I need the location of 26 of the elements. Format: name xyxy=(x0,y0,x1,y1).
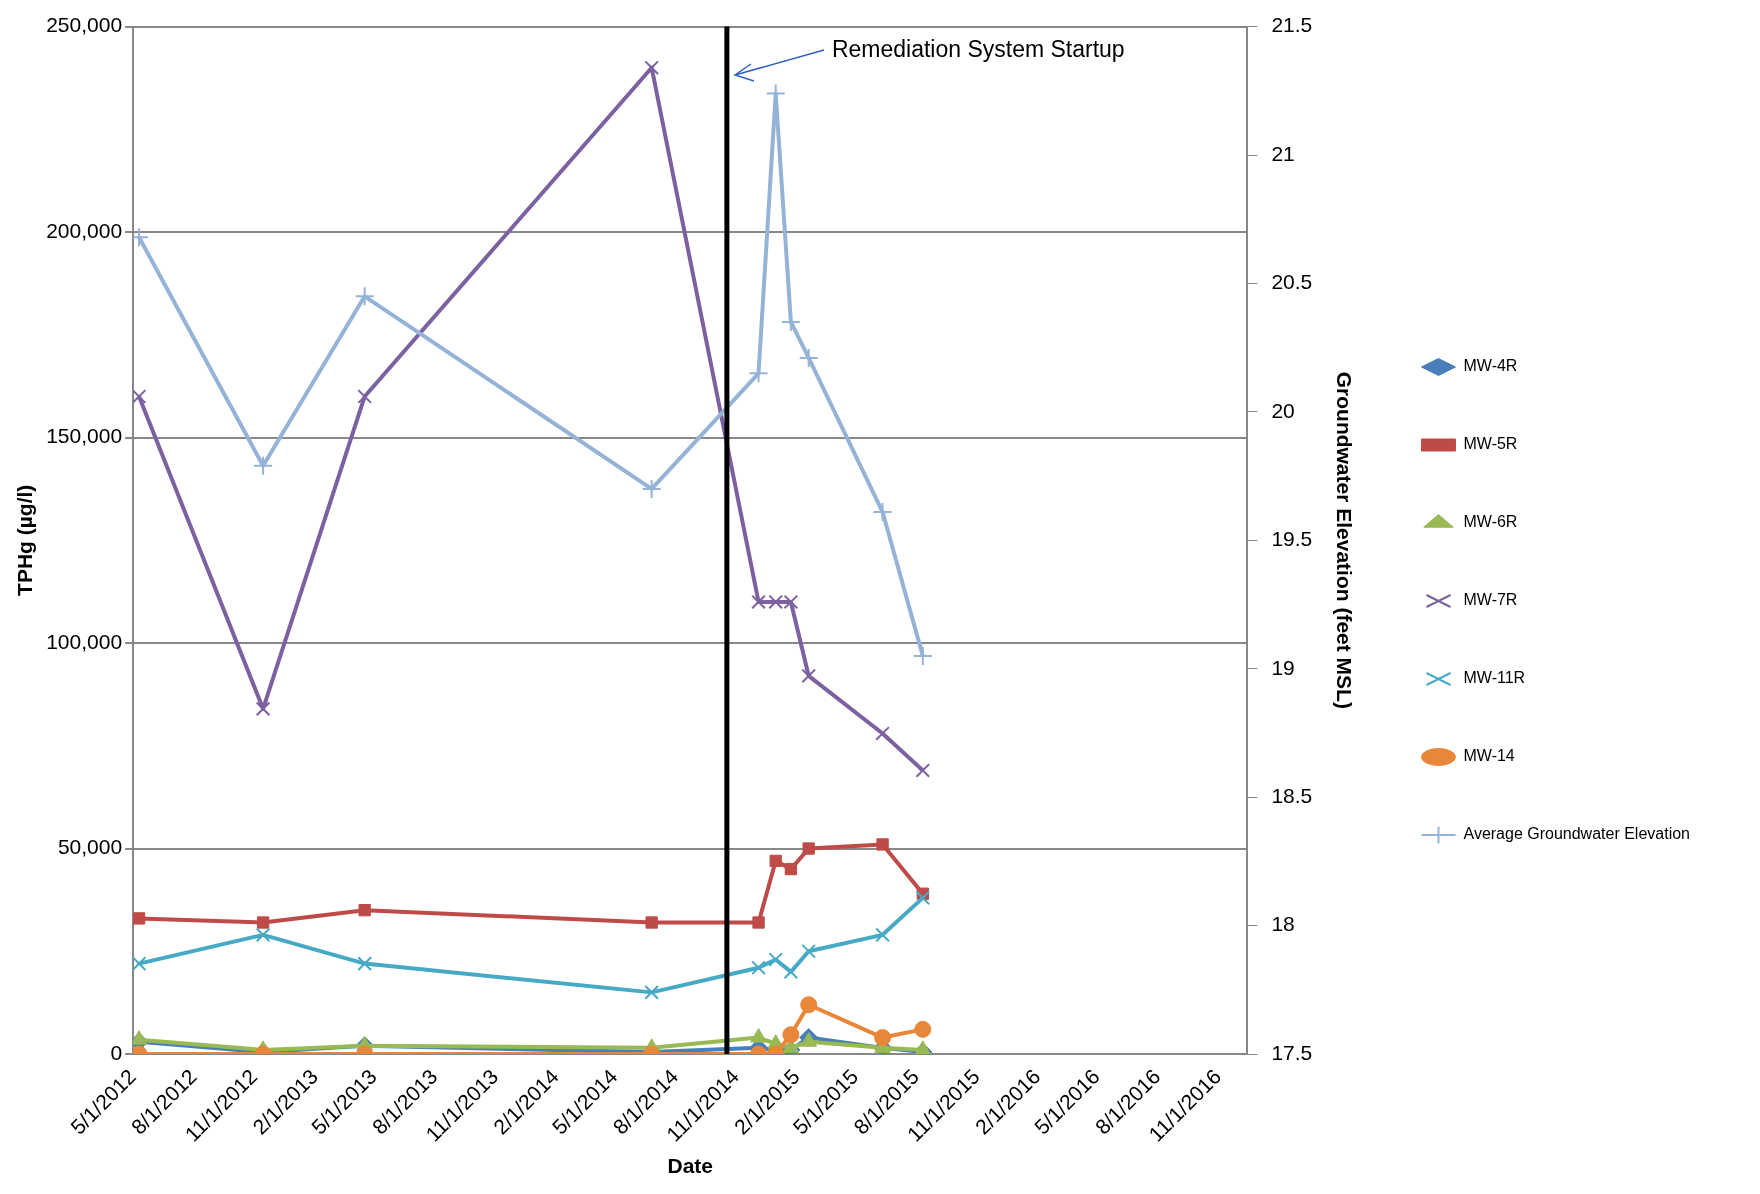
y2-tick-label: 18 xyxy=(1271,912,1295,936)
y2-tick-label: 19.5 xyxy=(1271,527,1313,551)
legend-label: MW-4R xyxy=(1463,357,1518,375)
y2-tick-label: 19 xyxy=(1271,655,1295,679)
y-tick-label: 200,000 xyxy=(46,218,123,242)
legend-label: MW-6R xyxy=(1463,513,1518,531)
y2-tick-label: 21 xyxy=(1271,141,1295,165)
y-tick-label: 100,000 xyxy=(46,629,123,653)
y-tick-label: 0 xyxy=(110,1040,123,1064)
legend-label: MW-7R xyxy=(1463,591,1518,609)
y-tick-label: 150,000 xyxy=(46,424,123,448)
y-axis-title: TPHg (µg/l) xyxy=(13,484,37,596)
y2-tick-label: 18.5 xyxy=(1271,783,1313,807)
x-axis-title: Date xyxy=(667,1154,714,1178)
legend-label: MW-11R xyxy=(1463,669,1526,687)
y2-axis-title: Groundwater Elevation (feet MSL) xyxy=(1333,371,1357,709)
legend-label: MW-14 xyxy=(1463,747,1515,765)
y2-tick-label: 20.5 xyxy=(1271,270,1313,294)
y2-tick-label: 17.5 xyxy=(1271,1040,1313,1064)
legend-label: Average Groundwater Elevation xyxy=(1463,825,1691,843)
y-tick-label: 250,000 xyxy=(46,13,123,37)
legend-label: MW-5R xyxy=(1463,435,1518,453)
y2-tick-label: 20 xyxy=(1271,398,1295,422)
y2-tick-label: 21.5 xyxy=(1271,13,1313,37)
ref-line-label: Remediation System Startup xyxy=(831,35,1125,62)
y-tick-label: 50,000 xyxy=(57,835,123,859)
